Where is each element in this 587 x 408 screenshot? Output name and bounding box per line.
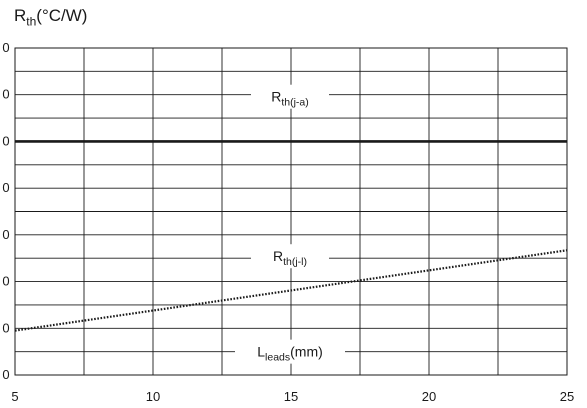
y-label-rest: (°C/W) (36, 6, 88, 25)
y-label-main: R (14, 6, 27, 25)
series-label-rth-jl: Rth(j-l) (273, 248, 307, 268)
y-tick-label: 0 (2, 227, 9, 242)
y-label-sub: th (26, 14, 37, 29)
series-label-rth-ja: Rth(j-a) (271, 89, 309, 109)
x-axis-label-bg (235, 339, 345, 364)
y-axis-label: Rth(°C/W) (14, 6, 87, 28)
series-line-rth-jl (14, 249, 568, 332)
y-tick-label: 0 (2, 274, 9, 289)
series-label-rth-jl-bg (251, 244, 329, 269)
series-label-rth-ja-bg (251, 84, 329, 109)
y-tick-label: 0 (2, 180, 9, 195)
x-tick-label: 5 (11, 389, 18, 404)
y-tick-label: 0 (2, 40, 9, 55)
y-tick-label: 0 (2, 87, 9, 102)
x-tick-label: 25 (560, 389, 574, 404)
y-tick-label: 0 (2, 367, 9, 382)
x-axis-label: Lleads(mm) (257, 344, 323, 364)
y-tick-label: 0 (2, 133, 9, 148)
y-tick-label: 0 (2, 320, 9, 335)
x-tick-label: 20 (422, 389, 436, 404)
x-tick-label: 15 (284, 389, 298, 404)
x-tick-label: 10 (146, 389, 160, 404)
